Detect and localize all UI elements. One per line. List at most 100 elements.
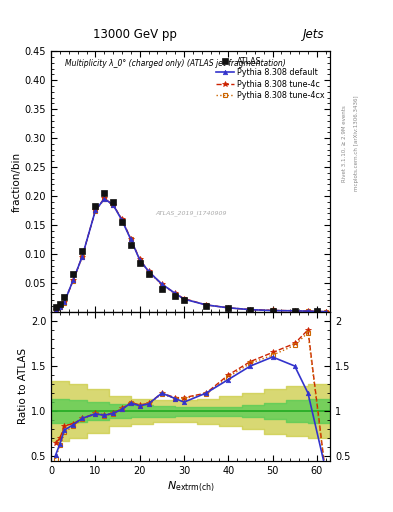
Pythia 8.308 tune-4cx — [137, 257, 142, 263]
Pythia 8.308 default — [62, 299, 67, 305]
Line: Pythia 8.308 tune-4cx: Pythia 8.308 tune-4cx — [53, 197, 328, 314]
ATLAS — [53, 304, 58, 310]
Pythia 8.308 default — [111, 202, 116, 208]
Pythia 8.308 tune-4cx — [160, 282, 164, 288]
Pythia 8.308 tune-4c — [306, 308, 310, 314]
ATLAS — [173, 292, 178, 298]
ATLAS — [71, 271, 75, 278]
Pythia 8.308 default — [58, 304, 62, 310]
ATLAS — [111, 199, 116, 205]
X-axis label: $N_{\rm extrm(ch)}$: $N_{\rm extrm(ch)}$ — [167, 480, 215, 494]
Pythia 8.308 default — [323, 309, 328, 315]
Pythia 8.308 default — [129, 237, 133, 243]
Pythia 8.308 tune-4cx — [80, 254, 84, 261]
Pythia 8.308 tune-4c — [146, 268, 151, 274]
Pythia 8.308 default — [119, 217, 124, 223]
Pythia 8.308 default — [102, 196, 107, 202]
Pythia 8.308 tune-4c — [129, 236, 133, 242]
Pythia 8.308 tune-4c — [119, 216, 124, 222]
Pythia 8.308 default — [53, 307, 58, 313]
ATLAS — [93, 203, 98, 209]
Pythia 8.308 default — [182, 296, 186, 302]
ATLAS — [248, 307, 253, 313]
Pythia 8.308 default — [173, 290, 178, 296]
Line: Pythia 8.308 default: Pythia 8.308 default — [53, 197, 328, 314]
ATLAS — [314, 308, 319, 314]
Pythia 8.308 tune-4cx — [129, 237, 133, 243]
Pythia 8.308 tune-4cx — [248, 307, 253, 313]
Pythia 8.308 tune-4c — [137, 256, 142, 262]
Pythia 8.308 tune-4c — [270, 307, 275, 313]
Text: mcplots.cern.ch [arXiv:1306.3436]: mcplots.cern.ch [arXiv:1306.3436] — [354, 96, 359, 191]
Text: 13000 GeV pp: 13000 GeV pp — [93, 28, 177, 41]
Text: Multiplicity λ_0° (charged only) (ATLAS jet fragmentation): Multiplicity λ_0° (charged only) (ATLAS … — [65, 59, 286, 68]
Pythia 8.308 tune-4c — [111, 202, 116, 208]
Pythia 8.308 tune-4c — [182, 295, 186, 302]
Pythia 8.308 tune-4cx — [204, 302, 208, 308]
Pythia 8.308 default — [306, 308, 310, 314]
ATLAS — [129, 242, 133, 248]
Legend: ATLAS, Pythia 8.308 default, Pythia 8.308 tune-4c, Pythia 8.308 tune-4cx: ATLAS, Pythia 8.308 default, Pythia 8.30… — [214, 55, 326, 102]
Pythia 8.308 default — [292, 308, 297, 314]
Pythia 8.308 default — [160, 281, 164, 287]
Pythia 8.308 tune-4c — [173, 290, 178, 296]
Pythia 8.308 tune-4c — [93, 207, 98, 214]
Pythia 8.308 tune-4c — [292, 308, 297, 314]
Pythia 8.308 default — [248, 307, 253, 313]
Pythia 8.308 tune-4cx — [71, 278, 75, 284]
Pythia 8.308 tune-4cx — [292, 308, 297, 314]
Pythia 8.308 tune-4cx — [306, 308, 310, 314]
ATLAS — [119, 219, 124, 225]
Pythia 8.308 default — [137, 257, 142, 263]
Pythia 8.308 tune-4c — [102, 195, 107, 201]
Pythia 8.308 tune-4c — [160, 281, 164, 287]
ATLAS — [204, 303, 208, 309]
ATLAS — [270, 308, 275, 314]
Pythia 8.308 tune-4c — [80, 254, 84, 260]
Pythia 8.308 tune-4c — [248, 307, 253, 313]
Pythia 8.308 tune-4cx — [62, 300, 67, 306]
Pythia 8.308 tune-4c — [58, 304, 62, 310]
Pythia 8.308 tune-4cx — [146, 269, 151, 275]
ATLAS — [160, 286, 164, 292]
ATLAS — [58, 301, 62, 307]
ATLAS — [292, 308, 297, 314]
Y-axis label: Ratio to ATLAS: Ratio to ATLAS — [18, 348, 28, 424]
ATLAS — [102, 190, 107, 196]
Pythia 8.308 tune-4cx — [93, 208, 98, 214]
ATLAS — [226, 305, 231, 311]
Pythia 8.308 default — [71, 277, 75, 283]
Pythia 8.308 tune-4c — [53, 307, 58, 313]
Pythia 8.308 default — [226, 305, 231, 311]
Pythia 8.308 default — [80, 254, 84, 260]
Pythia 8.308 tune-4c — [204, 302, 208, 308]
Pythia 8.308 tune-4c — [62, 299, 67, 305]
Pythia 8.308 default — [204, 302, 208, 308]
Pythia 8.308 default — [146, 268, 151, 274]
Pythia 8.308 default — [270, 308, 275, 314]
Pythia 8.308 tune-4c — [71, 277, 75, 283]
Text: Rivet 3.1.10, ≥ 2.9M events: Rivet 3.1.10, ≥ 2.9M events — [342, 105, 347, 182]
Pythia 8.308 tune-4cx — [270, 307, 275, 313]
ATLAS — [62, 294, 67, 301]
Line: Pythia 8.308 tune-4c: Pythia 8.308 tune-4c — [53, 196, 329, 314]
ATLAS — [80, 248, 84, 254]
Line: ATLAS: ATLAS — [53, 190, 320, 314]
Pythia 8.308 tune-4cx — [102, 197, 107, 203]
ATLAS — [146, 271, 151, 278]
Text: Jets: Jets — [303, 28, 325, 41]
Pythia 8.308 tune-4cx — [119, 217, 124, 223]
Text: ATLAS_2019_I1740909: ATLAS_2019_I1740909 — [155, 210, 226, 216]
Pythia 8.308 tune-4cx — [111, 202, 116, 208]
Pythia 8.308 tune-4cx — [182, 296, 186, 302]
Pythia 8.308 tune-4cx — [323, 309, 328, 315]
ATLAS — [182, 297, 186, 303]
Pythia 8.308 tune-4cx — [226, 305, 231, 311]
Pythia 8.308 tune-4c — [323, 309, 328, 315]
Pythia 8.308 tune-4cx — [53, 307, 58, 313]
Y-axis label: fraction/bin: fraction/bin — [12, 152, 22, 211]
ATLAS — [137, 260, 142, 266]
Pythia 8.308 tune-4c — [226, 305, 231, 311]
Pythia 8.308 tune-4cx — [58, 304, 62, 310]
Pythia 8.308 default — [93, 207, 98, 214]
